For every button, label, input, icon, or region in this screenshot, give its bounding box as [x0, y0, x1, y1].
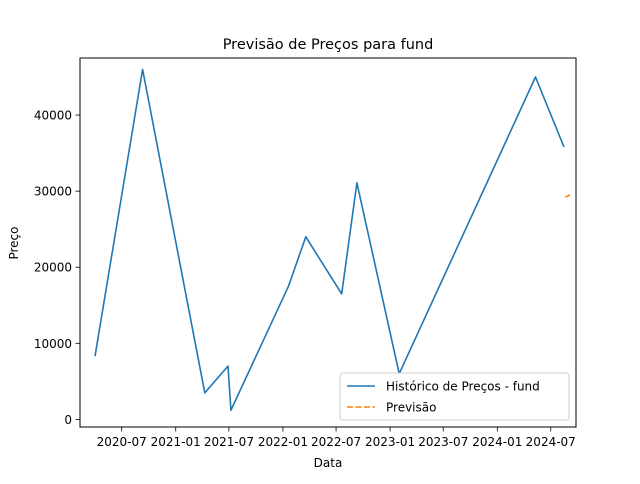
series-line-forecast: [565, 194, 571, 198]
x-tick-label: 2023-07: [418, 435, 468, 449]
y-tick-label: 10000: [34, 337, 72, 351]
legend-box: [339, 372, 570, 421]
x-tick-label: 2024-01: [472, 435, 522, 449]
x-tick-label: 2023-01: [365, 435, 415, 449]
plot-area: [80, 58, 576, 427]
y-tick-label: 30000: [34, 185, 72, 199]
legend: Histórico de Preços - fund Previsão: [339, 372, 570, 421]
x-axis-label: Data: [314, 456, 343, 470]
legend-label-forecast: Previsão: [386, 401, 436, 415]
x-tick-label: 2021-07: [204, 435, 254, 449]
series-line-history: [94, 68, 565, 412]
y-axis-label: Preço: [7, 226, 21, 259]
x-tick-label: 2022-07: [311, 435, 361, 449]
y-tick-label: 40000: [34, 109, 72, 123]
x-tick-label: 2024-07: [526, 435, 576, 449]
y-tick-label: 0: [64, 413, 72, 427]
legend-label-history: Histórico de Preços - fund: [386, 380, 540, 394]
x-tick-label: 2020-07: [97, 435, 147, 449]
chart-title: Previsão de Preços para fund: [223, 37, 434, 53]
axis-ticks: 2020-07 2021-01 2021-07 2022-01 2022-07 2023-…: [34, 109, 576, 449]
series-layer: [94, 68, 571, 412]
x-tick-label: 2021-01: [151, 435, 201, 449]
y-tick-label: 20000: [34, 261, 72, 275]
plot-frame: [79, 57, 577, 428]
x-tick-label: 2022-01: [258, 435, 308, 449]
